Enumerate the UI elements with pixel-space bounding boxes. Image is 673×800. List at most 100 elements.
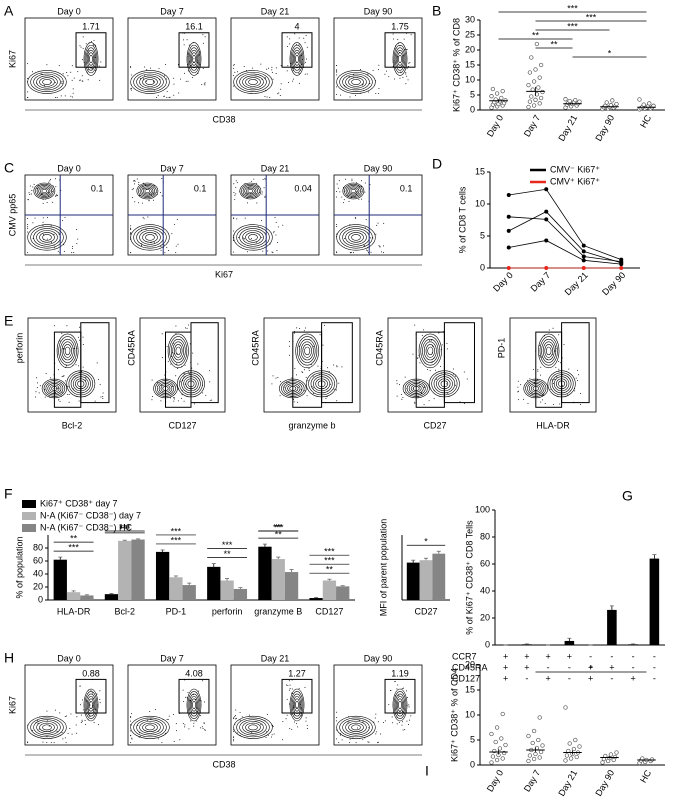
event-dot (407, 79, 409, 81)
data-point (490, 754, 496, 759)
event-dot (65, 742, 67, 744)
data-point (531, 103, 537, 108)
plot-frame (263, 317, 361, 413)
plot-title: Day 90 (364, 653, 393, 663)
contour (351, 79, 361, 85)
event-dot (344, 237, 346, 239)
contour (56, 333, 79, 369)
event-dot (170, 363, 172, 365)
contour (348, 722, 364, 733)
event-dot (269, 97, 271, 99)
event-dot (551, 353, 553, 355)
gate-value: 0.1 (91, 183, 104, 193)
event-dot (130, 252, 132, 254)
event-dot (180, 78, 182, 80)
event-dot (289, 728, 291, 730)
event-dot (209, 399, 211, 401)
x-tick-label: HLA-DR (57, 606, 91, 616)
event-dot (312, 375, 314, 377)
event-dot (432, 361, 434, 363)
event-dot (305, 327, 307, 329)
event-dot (66, 365, 68, 367)
event-dot (527, 402, 529, 404)
event-dot (182, 722, 184, 724)
event-dot (336, 252, 338, 254)
event-dot (307, 380, 309, 382)
event-dot (362, 84, 364, 86)
event-dot (181, 394, 183, 396)
event-dot (556, 348, 558, 350)
event-dot (275, 377, 277, 379)
contour (39, 187, 49, 195)
event-dot (420, 392, 422, 394)
row-sign: - (547, 662, 550, 672)
plot-frame (509, 317, 597, 413)
event-dot (233, 251, 235, 253)
x-tick-label: Day 21 (563, 270, 590, 297)
contour (233, 70, 273, 94)
event-dot (27, 223, 29, 225)
event-dot (291, 377, 293, 379)
significance-label: *** (68, 542, 79, 552)
event-dot (404, 49, 406, 51)
event-dot (70, 71, 72, 73)
event-dot (95, 69, 97, 71)
event-dot (148, 199, 150, 201)
event-dot (348, 75, 350, 77)
contour (86, 696, 96, 714)
event-dot (344, 85, 346, 87)
contour (396, 52, 404, 66)
data-point (537, 75, 542, 80)
contour (36, 721, 58, 734)
event-dot (161, 333, 163, 335)
event-dot (305, 35, 307, 37)
event-dot (194, 389, 196, 391)
plot-title: Day 21 (261, 653, 290, 663)
event-dot (139, 735, 141, 737)
contour (392, 42, 408, 76)
y-axis-label: PD-1 (496, 338, 506, 359)
data-point (564, 753, 570, 758)
event-dot (336, 223, 338, 225)
event-dot (297, 401, 299, 403)
event-dot (548, 329, 550, 331)
y-axis-label: Ki67⁺ CD38⁺ % of CD4 (449, 668, 459, 762)
contour (27, 715, 67, 739)
event-dot (243, 238, 245, 240)
event-dot (250, 92, 252, 94)
contour (190, 52, 198, 66)
bar (66, 592, 81, 600)
event-dot (285, 684, 287, 686)
event-dot (305, 720, 307, 722)
event-dot (134, 180, 136, 182)
event-dot (172, 342, 174, 344)
contour (33, 719, 61, 736)
event-dot (85, 379, 87, 381)
event-dot (177, 368, 179, 370)
event-dot (98, 378, 100, 380)
contour (339, 71, 373, 92)
event-dot (258, 192, 260, 194)
event-dot (436, 378, 438, 380)
event-dot (200, 700, 202, 702)
event-dot (275, 234, 277, 236)
event-dot (251, 180, 253, 182)
contour (422, 338, 439, 363)
event-dot (286, 382, 288, 384)
event-dot (140, 243, 142, 245)
event-dot (67, 386, 69, 388)
event-dot (243, 66, 245, 68)
event-dot (193, 725, 195, 727)
event-dot (89, 701, 91, 703)
event-dot (348, 716, 350, 718)
event-dot (406, 705, 408, 707)
x-axis-label: CD127 (168, 420, 196, 430)
event-dot (383, 222, 385, 224)
event-dot (201, 84, 203, 86)
event-dot (429, 340, 431, 342)
legend-label: Ki67⁺ CD38⁺ day 7 (40, 498, 118, 508)
event-dot (87, 50, 89, 52)
row-sign: + (545, 673, 550, 683)
data-point (506, 214, 511, 219)
event-dot (167, 361, 169, 363)
